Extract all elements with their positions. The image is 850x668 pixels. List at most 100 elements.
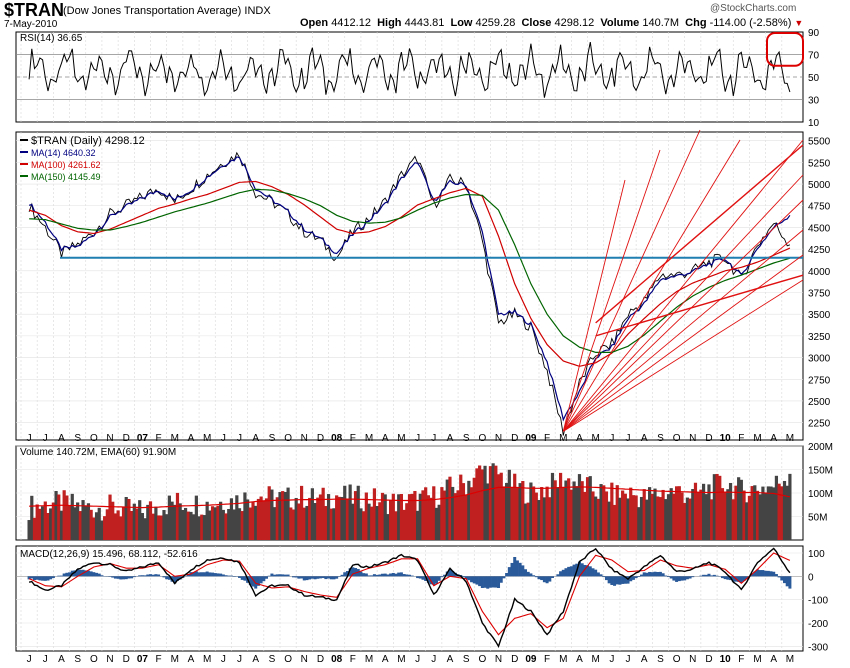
volume-bar <box>264 498 269 540</box>
volume-y-tick: 200M <box>808 442 833 453</box>
macd-histogram-bar <box>227 575 231 577</box>
volume-bar <box>224 513 228 540</box>
volume-bar <box>197 516 201 540</box>
volume-bar <box>186 511 190 540</box>
macd-label: MACD(12,26,9) 15.496, 68.112, -52.616 <box>20 549 198 560</box>
volume-bar <box>89 509 93 540</box>
price-y-tick: 5000 <box>808 180 831 191</box>
x-tick-label-bottom: M <box>753 654 761 665</box>
x-tick-label-top: 07 <box>137 433 149 444</box>
price-y-tick: 2500 <box>808 397 831 408</box>
x-tick-label-bottom: F <box>350 654 356 665</box>
volume-bar <box>507 469 511 540</box>
rsi-label: RSI(14) 36.65 <box>20 33 83 44</box>
macd-histogram-bar <box>113 576 117 579</box>
volume-bar <box>648 487 652 540</box>
macd-y-tick: 0 <box>808 572 814 583</box>
volume-bar <box>480 469 484 540</box>
volume-bar <box>453 493 457 540</box>
macd-histogram-bar <box>391 572 395 577</box>
x-tick-label-top: O <box>284 433 292 444</box>
macd-histogram-bar <box>351 567 355 577</box>
macd-histogram-bar <box>750 573 754 577</box>
volume-bar <box>710 499 714 540</box>
volume-bar <box>407 494 412 540</box>
macd-histogram-bar <box>359 571 363 577</box>
macd-histogram-bar <box>559 571 563 577</box>
macd-histogram-bar <box>294 576 298 578</box>
x-tick-label-bottom: A <box>58 654 65 665</box>
volume-bar <box>553 480 557 540</box>
x-tick-label-bottom: D <box>317 654 324 665</box>
volume-bar <box>324 506 328 540</box>
macd-histogram-bar <box>116 576 120 579</box>
macd-histogram-bar <box>683 576 687 581</box>
macd-histogram-bar <box>405 574 409 577</box>
x-tick-label-bottom: J <box>431 654 436 665</box>
macd-histogram-bar <box>631 576 635 580</box>
fan-trendline <box>563 279 804 432</box>
macd-histogram-bar <box>316 576 320 579</box>
volume-bar <box>286 487 290 540</box>
x-tick-label-bottom: O <box>284 654 292 665</box>
macd-histogram-bar <box>586 565 590 577</box>
macd-histogram-bar <box>332 576 336 580</box>
volume-bar <box>240 511 244 540</box>
macd-histogram-bar <box>475 576 479 585</box>
macd-histogram-bar <box>321 576 325 579</box>
macd-histogram-bar <box>76 569 80 577</box>
volume-bar <box>769 486 773 540</box>
volume-bar <box>496 474 501 540</box>
macd-histogram-bar <box>165 576 169 580</box>
macd-histogram-bar <box>370 575 374 577</box>
macd-histogram-bar <box>281 574 285 577</box>
volume-bar <box>451 486 455 540</box>
x-tick-label-top: J <box>431 433 436 444</box>
macd-histogram-bar <box>402 574 406 577</box>
macd-histogram-bar <box>688 576 692 579</box>
volume-bar <box>386 514 390 540</box>
x-tick-label-bottom: 07 <box>137 654 149 665</box>
volume-bar <box>499 472 503 540</box>
macd-histogram-bar <box>640 574 644 577</box>
macd-histogram-bar <box>146 574 150 577</box>
volume-bar <box>720 488 725 540</box>
volume-bar <box>645 499 649 540</box>
macd-histogram-bar <box>35 576 39 580</box>
volume-bar <box>642 489 646 540</box>
index-name: (Dow Jones Transportation Average) INDX <box>63 5 271 17</box>
x-tick-label-top: 08 <box>331 433 343 444</box>
volume-bar <box>229 498 234 540</box>
volume-bar <box>782 480 787 540</box>
volume-bar <box>108 494 112 540</box>
macd-histogram-bar <box>702 574 706 577</box>
macd-histogram-bar <box>348 568 352 577</box>
x-tick-label-bottom: D <box>705 654 712 665</box>
macd-histogram-bar <box>356 569 360 577</box>
x-tick-label-bottom: F <box>156 654 162 665</box>
x-tick-label-bottom: O <box>673 654 681 665</box>
volume-bar <box>456 490 460 540</box>
macd-histogram-bar <box>310 576 314 579</box>
price-y-tick: 4500 <box>808 223 831 234</box>
macd-histogram-bar <box>100 575 104 577</box>
macd-histogram-bar <box>486 576 490 589</box>
macd-histogram-bar <box>30 576 34 579</box>
macd-histogram-bar <box>205 571 209 577</box>
macd-histogram-bar <box>534 576 538 578</box>
volume-bar <box>132 503 136 540</box>
macd-histogram-bar <box>267 575 271 577</box>
x-tick-label-top: N <box>689 433 696 444</box>
macd-histogram-bar <box>192 572 196 577</box>
macd-histogram-bar <box>669 576 673 579</box>
macd-histogram-bar <box>256 576 260 586</box>
macd-histogram-bar <box>224 575 228 577</box>
macd-histogram-bar <box>426 576 430 583</box>
rsi-y-tick: 70 <box>808 51 820 62</box>
macd-histogram-bar <box>507 567 511 577</box>
macd-histogram-bar <box>675 576 679 582</box>
volume-bar <box>526 502 530 540</box>
macd-histogram-bar <box>491 576 495 588</box>
volume-bar <box>76 502 80 540</box>
macd-histogram-bar <box>200 572 204 577</box>
